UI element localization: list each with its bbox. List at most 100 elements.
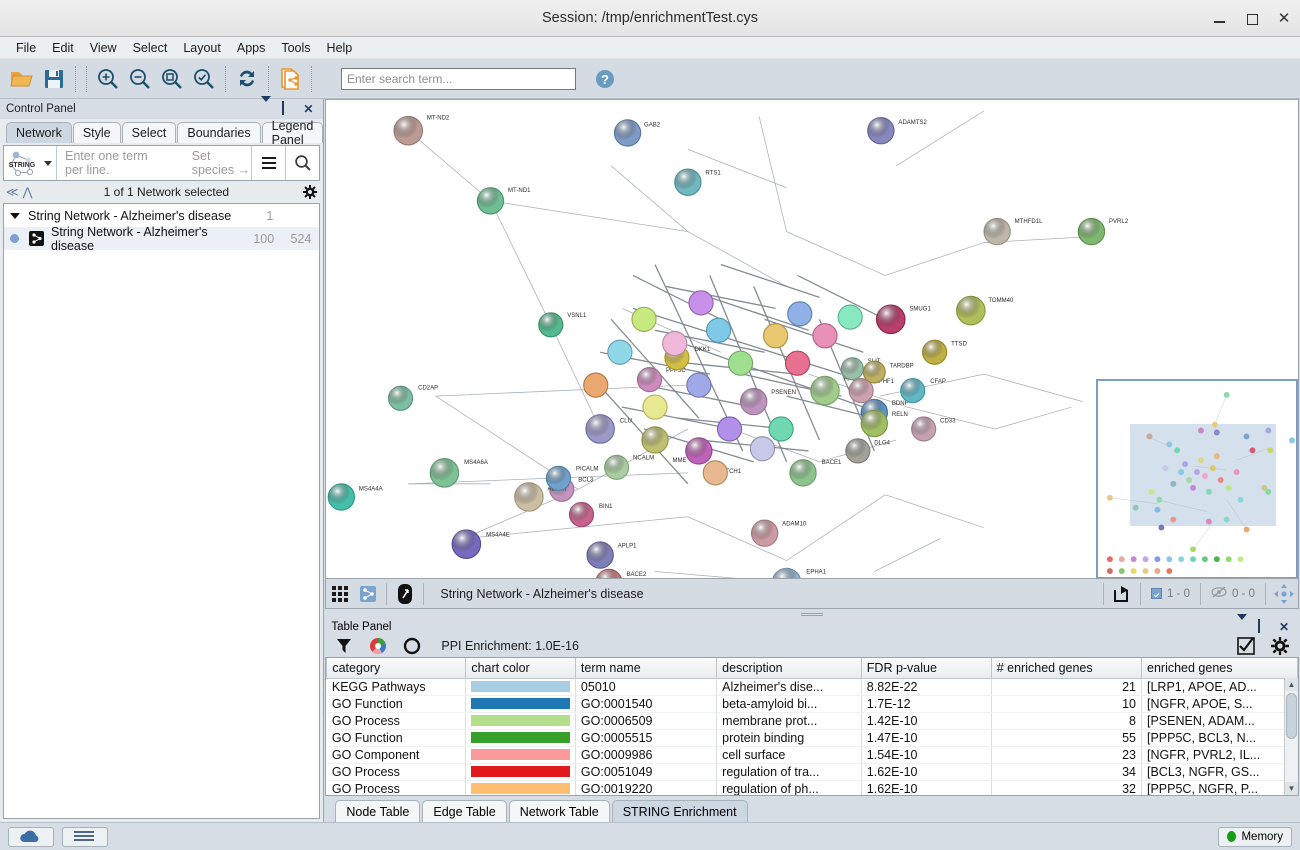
menu-view[interactable]: View bbox=[89, 40, 117, 55]
main-body: Control Panel ✕ Network Style Select Bou… bbox=[0, 96, 1300, 822]
grid-layout-icon[interactable] bbox=[326, 581, 354, 607]
cell-enriched-genes: [LRP1, APOE, AD... bbox=[1141, 678, 1298, 696]
close-panel-icon[interactable]: ✕ bbox=[303, 102, 314, 116]
tab-edge-table[interactable]: Edge Table bbox=[422, 800, 507, 822]
menu-select[interactable]: Select bbox=[132, 40, 168, 55]
donut-chart-icon[interactable] bbox=[367, 635, 389, 657]
chevron-down-icon[interactable] bbox=[10, 212, 20, 219]
set-species-link[interactable]: Set species → bbox=[191, 149, 251, 177]
menu-edit[interactable]: Edit bbox=[52, 40, 74, 55]
table-row[interactable]: GO Function GO:0001540 beta-amyloid bi... 1… bbox=[326, 695, 1298, 713]
string-species-chevron-icon[interactable] bbox=[44, 160, 52, 166]
menu-file[interactable]: File bbox=[16, 40, 37, 55]
column-description[interactable]: description bbox=[716, 657, 862, 679]
maximize-button[interactable] bbox=[1244, 11, 1260, 27]
vertical-splitter[interactable] bbox=[324, 609, 1300, 619]
color-swatch bbox=[471, 681, 570, 693]
expand-all-icon[interactable]: ⋀ bbox=[22, 185, 33, 199]
close-panel-icon[interactable]: ✕ bbox=[1278, 619, 1290, 634]
table-row[interactable]: GO Process GO:0051049 regulation of tra...… bbox=[326, 763, 1298, 781]
column-category[interactable]: category bbox=[326, 657, 467, 679]
column-chart-color[interactable]: chart color bbox=[465, 657, 576, 679]
column-fdr-pvalue[interactable]: FDR p-value bbox=[860, 657, 992, 679]
menu-layout[interactable]: Layout bbox=[183, 40, 221, 55]
memory-status-button[interactable]: Memory bbox=[1218, 826, 1292, 847]
gear-icon[interactable] bbox=[303, 185, 318, 199]
zoom-selected-icon[interactable] bbox=[188, 63, 220, 95]
refresh-icon[interactable] bbox=[231, 63, 263, 95]
string-query-input[interactable]: Enter one term per line. Set species → bbox=[57, 149, 251, 177]
table-row[interactable]: GO Function GO:0005515 protein binding 1.47… bbox=[326, 729, 1298, 747]
tab-network-table[interactable]: Network Table bbox=[508, 800, 610, 822]
help-icon[interactable]: ? bbox=[594, 68, 616, 90]
open-folder-icon[interactable] bbox=[6, 63, 38, 95]
selected-nodes-counter[interactable]: 1 - 0 bbox=[1145, 588, 1196, 600]
navigator-crosshair-icon[interactable] bbox=[1270, 581, 1298, 607]
tree-root-row[interactable]: String Network - Alzheimer's disease 1 bbox=[4, 204, 319, 227]
tab-network[interactable]: Network bbox=[6, 122, 72, 143]
zoom-in-icon[interactable] bbox=[92, 63, 124, 95]
chevron-down-icon[interactable] bbox=[261, 96, 275, 116]
float-panel-icon[interactable] bbox=[1257, 618, 1272, 634]
minimize-button[interactable] bbox=[1212, 11, 1228, 27]
annotation-icon[interactable] bbox=[391, 581, 419, 607]
ring-chart-icon[interactable] bbox=[401, 635, 423, 657]
search-input[interactable]: Enter search term... bbox=[341, 67, 576, 90]
tab-select[interactable]: Select bbox=[121, 122, 177, 143]
task-list-icon[interactable] bbox=[62, 826, 108, 847]
hamburger-menu-icon[interactable] bbox=[252, 146, 285, 180]
cell-chart-color bbox=[465, 695, 576, 713]
export-network-icon[interactable] bbox=[274, 63, 306, 95]
close-button[interactable]: ✕ bbox=[1277, 9, 1291, 27]
menu-help[interactable]: Help bbox=[326, 40, 353, 55]
cloud-icon[interactable] bbox=[8, 826, 54, 847]
gear-icon[interactable] bbox=[1269, 635, 1291, 657]
scroll-up-arrow-icon[interactable]: ▲ bbox=[1284, 677, 1298, 691]
scrollbar-thumb[interactable] bbox=[1285, 692, 1297, 739]
zoom-fit-icon[interactable] bbox=[156, 63, 188, 95]
collapse-all-icon[interactable]: ≪ bbox=[6, 185, 19, 199]
table-vertical-scrollbar[interactable]: ▲ ▼ bbox=[1283, 677, 1298, 795]
svg-text:VSNL1: VSNL1 bbox=[568, 313, 588, 319]
filter-funnel-icon[interactable] bbox=[333, 635, 355, 657]
export-image-icon[interactable] bbox=[1108, 581, 1136, 607]
tab-style[interactable]: Style bbox=[72, 122, 121, 143]
tab-legend-panel[interactable]: Legend Panel bbox=[261, 119, 324, 147]
menubar: File Edit View Select Layout Apps Tools … bbox=[0, 37, 1300, 59]
network-view-canvas[interactable]: MT-ND2 MT-ND1 VSNL1 GAB2 RTS1 CLU MME BC… bbox=[325, 99, 1299, 579]
table-row[interactable]: GO Process GO:0006509 membrane prot... 1.42… bbox=[326, 712, 1298, 730]
column-enriched-genes[interactable]: enriched genes bbox=[1141, 657, 1298, 679]
tree-child-row[interactable]: String Network - Alzheimer's disease 100… bbox=[4, 225, 320, 253]
save-icon[interactable] bbox=[38, 63, 70, 95]
hidden-nodes-counter[interactable]: 0 - 0 bbox=[1205, 586, 1261, 601]
table-row[interactable]: GO Process GO:0019220 regulation of ph... 1… bbox=[326, 780, 1298, 795]
string-logo-icon[interactable]: STRING bbox=[4, 146, 44, 180]
tab-string-enrichment[interactable]: STRING Enrichment bbox=[611, 800, 748, 822]
share-network-icon[interactable] bbox=[354, 581, 382, 607]
menu-tools[interactable]: Tools bbox=[281, 40, 311, 55]
chevron-down-icon[interactable] bbox=[1236, 613, 1251, 634]
page-title: Session: /tmp/enrichmentTest.cys bbox=[542, 10, 758, 26]
float-panel-icon[interactable] bbox=[282, 101, 296, 116]
network-graph[interactable]: MT-ND2 MT-ND1 VSNL1 GAB2 RTS1 CLU MME BC… bbox=[326, 100, 1298, 579]
menu-apps[interactable]: Apps bbox=[236, 40, 266, 55]
svg-text:APLP1: APLP1 bbox=[618, 543, 637, 549]
svg-text:BCL3: BCL3 bbox=[579, 478, 595, 484]
color-swatch bbox=[471, 749, 570, 761]
scroll-down-arrow-icon[interactable]: ▼ bbox=[1284, 782, 1298, 795]
cell-term-name: GO:0006509 bbox=[575, 712, 718, 730]
enrichment-table[interactable]: category chart color term name descripti… bbox=[325, 656, 1299, 796]
select-all-checkbox-icon[interactable] bbox=[1235, 635, 1257, 657]
network-navigator-overview[interactable] bbox=[1095, 379, 1298, 578]
column-term-name[interactable]: term name bbox=[574, 657, 718, 679]
zoom-out-icon[interactable] bbox=[124, 63, 156, 95]
table-row[interactable]: KEGG Pathways 05010 Alzheimer's dise... 8.8… bbox=[326, 678, 1298, 696]
table-row[interactable]: GO Component GO:0009986 cell surface 1.54E-… bbox=[326, 746, 1298, 764]
column-enriched-count[interactable]: # enriched genes bbox=[990, 657, 1143, 679]
search-icon[interactable] bbox=[286, 146, 319, 180]
cell-term-name: GO:0051049 bbox=[575, 763, 718, 781]
svg-text:PSENEN: PSENEN bbox=[772, 390, 797, 396]
right-column: MT-ND2 MT-ND1 VSNL1 GAB2 RTS1 CLU MME BC… bbox=[324, 99, 1300, 822]
tab-node-table[interactable]: Node Table bbox=[335, 800, 421, 822]
tab-boundaries[interactable]: Boundaries bbox=[177, 122, 261, 143]
